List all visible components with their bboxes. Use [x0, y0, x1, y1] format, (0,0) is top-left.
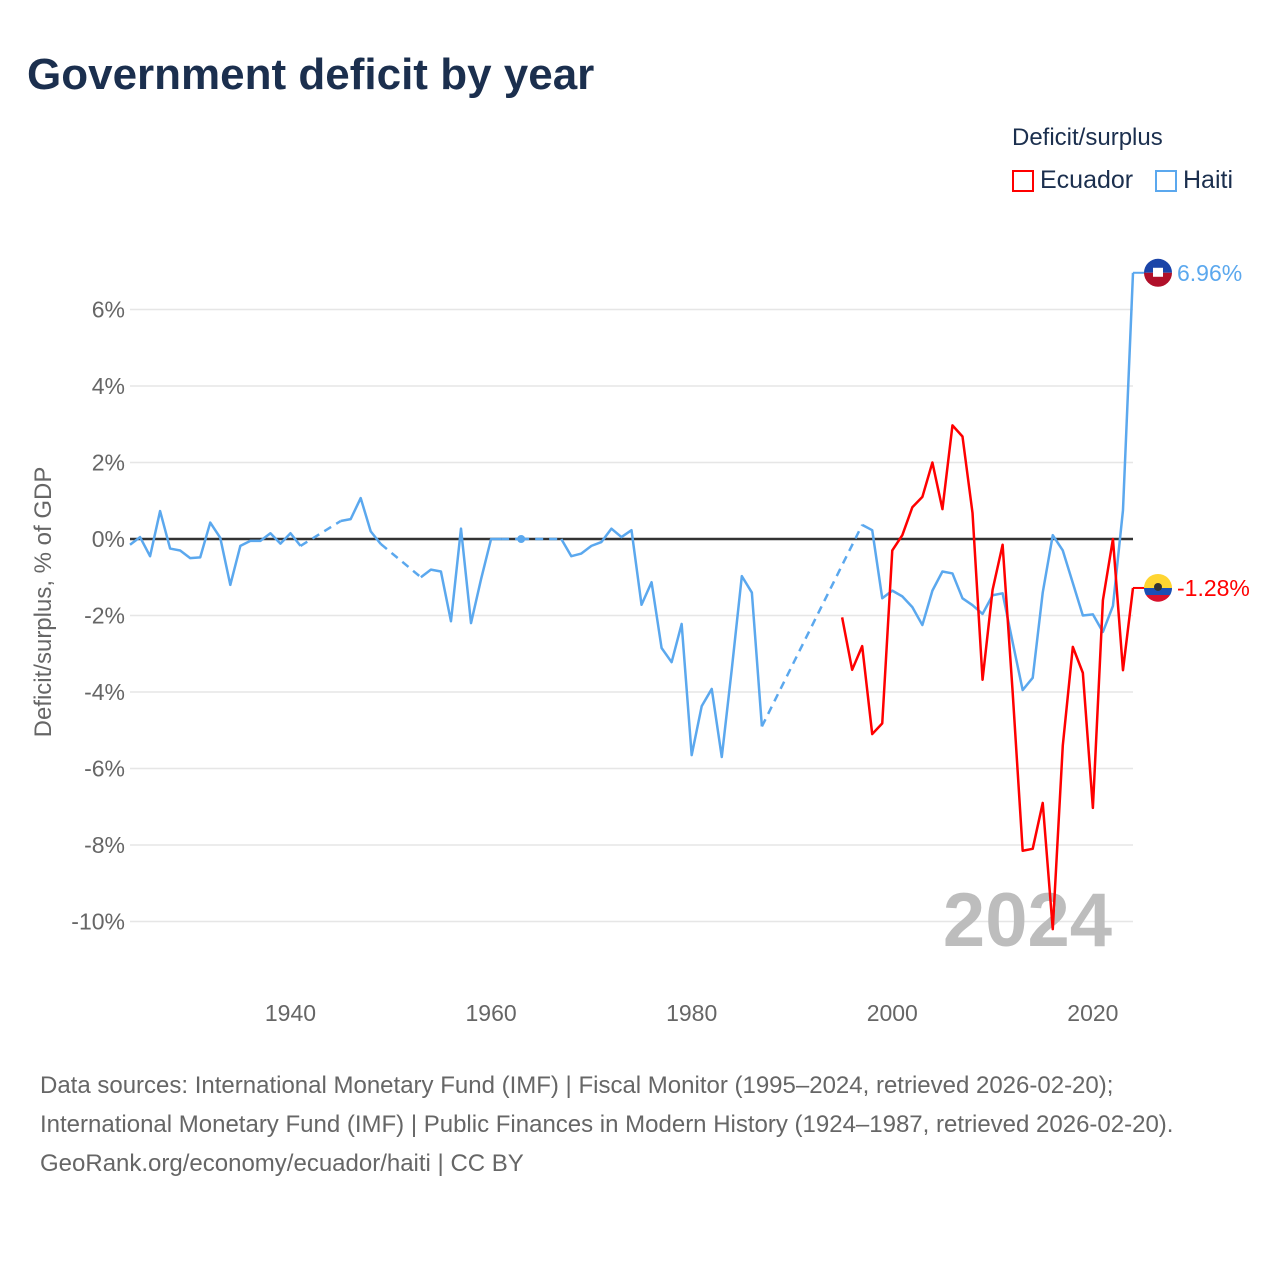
- y-tick-label: 4%: [92, 373, 125, 399]
- credit-link[interactable]: GeoRank.org/economy/ecuador/haiti | CC B…: [40, 1150, 524, 1177]
- series-line-haiti: [560, 527, 764, 759]
- flag-band: [1146, 594, 1170, 602]
- legend-item-ecuador[interactable]: Ecuador: [1012, 166, 1133, 195]
- y-tick-label: -6%: [84, 756, 125, 782]
- y-axis-label: Deficit/surplus, % of GDP: [30, 467, 57, 738]
- x-tick-label: 2000: [867, 1000, 918, 1026]
- y-tick-label: -10%: [71, 909, 125, 935]
- y-tick-label: -4%: [84, 679, 125, 705]
- legend-title: Deficit/surplus: [1012, 124, 1163, 151]
- series-line-ecuador: [840, 424, 1135, 931]
- legend-label-haiti: Haiti: [1183, 166, 1234, 194]
- flag-band: [1144, 258, 1172, 273]
- y-tick-label: -2%: [84, 603, 125, 629]
- legend-label-ecuador: Ecuador: [1040, 166, 1134, 194]
- y-tick-label: 2%: [92, 450, 125, 476]
- data-sources: Data sources: International Monetary Fun…: [40, 1072, 1174, 1138]
- x-tick-label: 2020: [1067, 1000, 1118, 1026]
- series-line-haiti: [420, 527, 502, 625]
- year-label: 2024: [943, 878, 1112, 963]
- flag-band: [1144, 573, 1172, 588]
- flag-ecuador-icon: [1144, 573, 1172, 602]
- gap-line-haiti: [379, 543, 422, 579]
- line-chart: 6% 4% 2% 0% -2% -4% -6% -8% -10% 1940 1960 1980 2000…: [30, 258, 1250, 1026]
- end-label-ecuador: -1.28%: [1177, 575, 1250, 601]
- chart-title: Government deficit by year: [27, 50, 595, 99]
- legend-swatch-haiti: [1155, 169, 1177, 192]
- footer: Data sources: International Monetary Fun…: [40, 1066, 1240, 1183]
- legend-item-haiti[interactable]: Haiti: [1155, 166, 1233, 195]
- gap-line-haiti: [760, 524, 864, 727]
- flag-band: [1144, 587, 1172, 595]
- x-tick-label: 1960: [465, 1000, 516, 1026]
- x-tick-label: 1940: [265, 1000, 316, 1026]
- y-tick-label: 0%: [92, 526, 125, 552]
- series-line-haiti: [861, 272, 1135, 692]
- end-label-haiti: 6.96%: [1177, 260, 1242, 286]
- gap-line-haiti: [299, 519, 342, 547]
- flag-emblem: [1153, 267, 1163, 277]
- series-line-haiti: [340, 496, 382, 545]
- y-tick-label: 6%: [92, 297, 125, 323]
- series-line-haiti: [129, 509, 302, 587]
- legend-swatch-ecuador: [1012, 169, 1034, 192]
- flag-band: [1144, 272, 1172, 287]
- y-tick-label: -8%: [84, 832, 125, 858]
- flag-emblem: [1154, 582, 1162, 591]
- flag-haiti-icon: [1144, 258, 1172, 287]
- x-tick-label: 1980: [666, 1000, 717, 1026]
